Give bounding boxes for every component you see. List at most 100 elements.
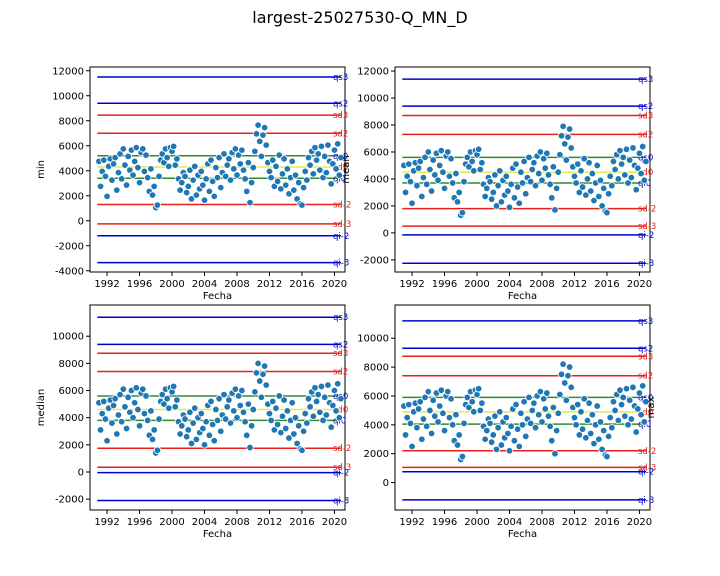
data-point [575,188,584,197]
data-point [606,172,614,180]
x-tick-label: 2016 [289,279,314,290]
data-point [525,393,533,402]
data-point [119,145,127,153]
data-point [265,167,274,176]
data-point [611,165,619,174]
y-tick-label: 6000 [59,386,84,397]
data-point [259,370,267,378]
data-point [309,412,318,421]
data-point [548,194,556,202]
data-point [567,144,575,152]
data-point [113,186,121,194]
data-point [335,171,344,179]
data-point [629,144,637,152]
data-point [619,393,627,402]
data-point [241,418,249,426]
data-point [541,164,549,172]
data-point [337,153,345,162]
data-point [291,171,300,179]
data-point [575,431,584,439]
data-point [551,206,559,214]
data-point [621,412,629,420]
data-point [288,399,296,407]
data-point [249,163,257,172]
data-point [130,157,139,166]
data-point [572,179,580,187]
data-point [269,156,277,164]
x-tick-label: 2020 [627,517,652,528]
data-point [153,446,162,454]
data-point [169,142,178,151]
data-point [108,419,116,427]
data-point [491,412,499,420]
data-point [543,149,551,158]
data-point [191,404,199,412]
data-point [535,411,543,419]
data-point [487,438,496,446]
data-point [590,439,598,448]
data-point [311,143,319,152]
data-point [561,379,569,387]
data-point [187,439,196,448]
data-point [148,191,157,199]
data-point [552,426,561,435]
data-point [452,411,460,419]
data-point [574,400,582,409]
y-tick-label: 8000 [59,116,84,127]
data-point [465,403,473,412]
data-point [327,423,335,431]
data-point [189,419,197,427]
x-tick-label: 2008 [529,517,554,528]
level-label-qi-3: qi-3 [638,259,654,269]
y-tick-label: 2000 [59,440,84,451]
x-tick-label: 2016 [289,517,314,528]
data-point [546,422,554,430]
data-point [122,424,131,433]
data-point [285,434,293,442]
x-tick-label: 2012 [257,279,282,290]
data-point [513,425,522,433]
data-point [273,177,282,186]
data-point [295,422,303,430]
data-point [101,172,110,181]
data-point [520,157,528,166]
data-point [267,416,275,425]
level-label-sd2: sd2 [638,130,653,140]
data-point [582,434,590,442]
data-point [169,382,178,391]
data-point [277,185,285,193]
data-point [642,398,650,406]
data-point [608,181,616,190]
data-point [536,148,545,156]
data-point [518,421,527,429]
y-tick-label: 0 [383,228,389,239]
data-point [171,161,179,169]
data-point [437,386,445,394]
data-point [173,155,181,163]
secondary-axis-label: max [646,397,657,419]
data-point [140,167,149,176]
data-point [621,171,629,179]
data-point [252,369,261,377]
data-point [414,405,423,413]
data-point [625,156,634,164]
data-point [546,180,554,189]
data-point [627,173,636,182]
data-point [119,385,127,393]
data-point [422,180,431,189]
data-point [435,161,444,170]
data-point [627,415,636,423]
data-point [538,176,546,184]
data-point [582,191,590,199]
data-point [220,390,228,399]
data-point [241,175,249,183]
data-point [259,131,267,139]
data-point [426,406,434,415]
y-tick-label: -4000 [55,266,84,277]
data-point [163,394,171,403]
data-point [212,405,220,414]
axes-frame [394,304,651,511]
x-tick-label: 1996 [432,279,457,290]
x-tick-label: 2020 [322,279,347,290]
data-point [111,153,119,162]
